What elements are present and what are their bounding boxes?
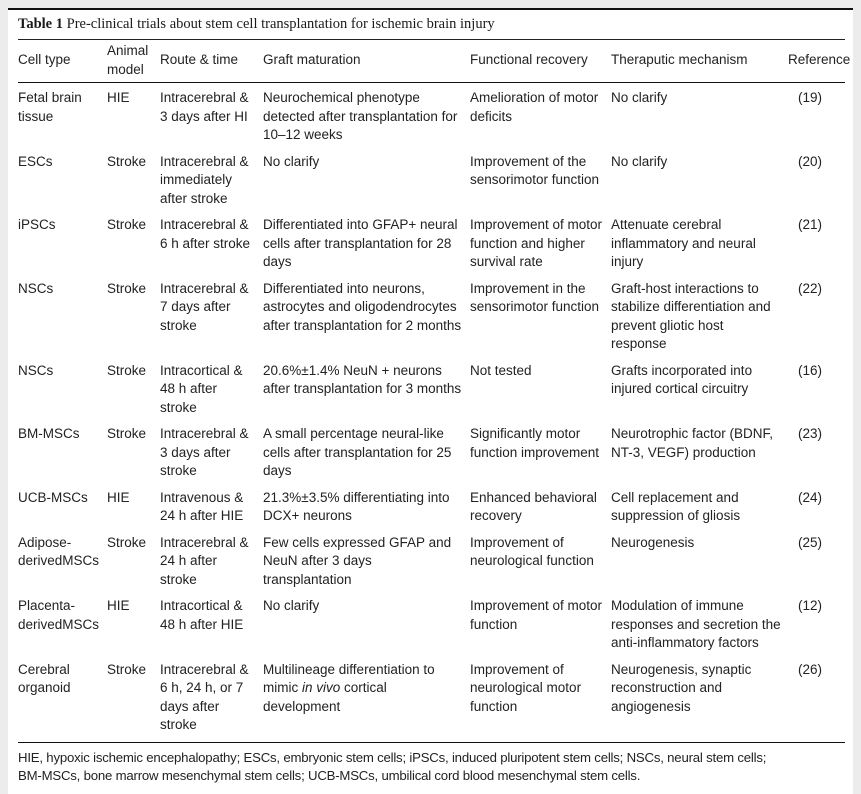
cell-cell-type: Adipose-derivedMSCs	[18, 534, 100, 569]
cell-graft-maturation: A small percentage neural-like cells aft…	[263, 426, 452, 478]
col-header-functional-recovery: Functional recovery	[470, 40, 611, 83]
cell-theraputic-mechanism: Neurotrophic factor (BDNF, NT-3, VEGF) p…	[611, 426, 774, 460]
cell-reference: (25)	[798, 534, 823, 550]
cell-functional-recovery: Improvement of neurological function	[470, 534, 594, 569]
cell-functional-recovery: Improvement in the sensorimotor function	[470, 280, 600, 315]
cell-graft-maturation: Neurochemical phenotype detected after t…	[263, 90, 458, 142]
cell-graft-maturation: No clarify	[263, 153, 320, 169]
header-row: Cell type Animal model Route & time Graf…	[18, 40, 850, 83]
cell-reference: (23)	[798, 426, 823, 441]
cell-animal-model: HIE	[107, 598, 130, 613]
cell-route-time: Intracerebral & 3 days after HI	[160, 90, 249, 124]
table-footnote: HIE, hypoxic ischemic encephalopathy; ES…	[18, 741, 845, 788]
cell-route-time: Intracortical & 48 h after HIE	[160, 598, 244, 632]
cell-reference: (20)	[798, 153, 823, 169]
cell-theraputic-mechanism: No clarify	[611, 153, 668, 169]
cell-theraputic-mechanism: Neurogenesis	[611, 534, 695, 550]
cell-graft-maturation: 21.3%±3.5% differentiating into DCX+ neu…	[263, 489, 450, 524]
table-row: BM-MSCs Stroke Intracerebral & 3 days afte…	[18, 419, 845, 483]
cell-functional-recovery: Improvement of motor function	[470, 598, 603, 632]
table-row: iPSCs Stroke Intracerebral & 6 h after str…	[18, 210, 845, 274]
table-body: Fetal brain tissue HIE Intracerebral & 3 d…	[18, 83, 845, 742]
cell-animal-model: Stroke	[107, 217, 147, 232]
table-row: Adipose-derivedMSCs Stroke Intracerebral &…	[18, 528, 845, 592]
cell-reference: (22)	[798, 280, 823, 296]
paper-table-sheet: Table 1 Pre-clinical trials about stem c…	[8, 8, 853, 794]
cell-route-time: Intracerebral & 7 days after stroke	[160, 280, 249, 333]
cell-route-time: Intracerebral & 6 h, 24 h, or 7 days aft…	[160, 661, 249, 733]
cell-graft-maturation: Multilineage differentiation to mimic in…	[263, 661, 435, 714]
col-header-cell-type: Cell type	[18, 40, 107, 83]
cell-cell-type: NSCs	[18, 362, 54, 378]
cell-animal-model: HIE	[107, 489, 130, 505]
footnote-line-2: BM-MSCs, bone marrow mesenchymal stem ce…	[18, 768, 641, 783]
cell-reference: (21)	[798, 217, 823, 232]
cell-reference: (12)	[798, 598, 823, 613]
cell-theraputic-mechanism: Attenuate cerebral inflammatory and neur…	[611, 217, 756, 269]
col-header-theraputic-mechanism: Theraputic mechanism	[611, 40, 788, 83]
cell-route-time: Intravenous & 24 h after HIE	[160, 489, 244, 524]
cell-animal-model: Stroke	[107, 661, 147, 677]
cell-animal-model: Stroke	[107, 362, 147, 378]
cell-graft-maturation: Few cells expressed GFAP and NeuN after …	[263, 534, 452, 587]
cell-graft-maturation: 20.6%±1.4% NeuN + neurons after transpla…	[263, 362, 462, 397]
cell-theraputic-mechanism: Grafts incorporated into injured cortica…	[611, 362, 753, 397]
col-header-graft-maturation: Graft maturation	[263, 40, 470, 83]
table-row: Placenta-derivedMSCs HIE Intracortical & 4…	[18, 591, 845, 655]
table-title: Pre-clinical trials about stem cell tran…	[63, 16, 495, 32]
col-header-animal-model: Animal model	[107, 40, 160, 83]
cell-theraputic-mechanism: No clarify	[611, 90, 668, 105]
cell-graft-maturation: Differentiated into neurons, astrocytes …	[263, 280, 462, 333]
cell-route-time: Intracerebral & immediately after stroke	[160, 153, 249, 206]
cell-functional-recovery: Enhanced behavioral recovery	[470, 489, 597, 524]
cell-reference: (16)	[798, 362, 823, 378]
cell-theraputic-mechanism: Neurogenesis, synaptic reconstruction an…	[611, 661, 752, 714]
cell-cell-type: ESCs	[18, 153, 53, 169]
cell-functional-recovery: Improvement of motor function and higher…	[470, 217, 603, 269]
cell-animal-model: Stroke	[107, 280, 147, 296]
cell-animal-model: Stroke	[107, 426, 147, 441]
cell-cell-type: iPSCs	[18, 217, 56, 232]
col-header-reference: Reference	[788, 40, 850, 83]
cell-functional-recovery: Improvement of the sensorimotor function	[470, 153, 600, 188]
table-row: UCB-MSCs HIE Intravenous & 24 h after HIE 2…	[18, 483, 845, 528]
cell-cell-type: Fetal brain tissue	[18, 90, 82, 124]
cell-cell-type: Cerebral organoid	[18, 661, 71, 696]
cell-cell-type: Placenta-derivedMSCs	[18, 598, 100, 632]
cell-reference: (26)	[798, 661, 823, 677]
cell-reference: (24)	[798, 489, 823, 505]
cell-animal-model: HIE	[107, 90, 130, 105]
table-number: Table 1	[18, 16, 63, 32]
cell-functional-recovery: Not tested	[470, 362, 532, 378]
table-row: NSCs Stroke Intracortical & 48 h after str…	[18, 356, 845, 420]
cell-theraputic-mechanism: Modulation of immune responses and secre…	[611, 598, 781, 650]
cell-reference: (19)	[798, 90, 823, 105]
cell-route-time: Intracerebral & 6 h after stroke	[160, 217, 251, 251]
cell-theraputic-mechanism: Cell replacement and suppression of glio…	[611, 489, 741, 524]
cell-functional-recovery: Improvement of neurological motor functi…	[470, 661, 582, 714]
cell-graft-maturation: No clarify	[263, 598, 320, 613]
cell-cell-type: BM-MSCs	[18, 426, 80, 441]
table-caption: Table 1 Pre-clinical trials about stem c…	[18, 10, 845, 40]
cell-functional-recovery: Significantly motor function improvement	[470, 426, 600, 460]
table-row: Fetal brain tissue HIE Intracerebral & 3 d…	[18, 83, 845, 147]
table-row: Cerebral organoid Stroke Intracerebral & 6…	[18, 655, 845, 742]
cell-cell-type: NSCs	[18, 280, 54, 296]
footnote-line-1: HIE, hypoxic ischemic encephalopathy; ES…	[18, 749, 767, 765]
data-table: Cell type Animal model Route & time Graf…	[18, 40, 850, 742]
cell-animal-model: Stroke	[107, 534, 147, 550]
cell-route-time: Intracortical & 48 h after stroke	[160, 362, 243, 415]
cell-route-time: Intracerebral & 3 days after stroke	[160, 426, 249, 478]
cell-animal-model: Stroke	[107, 153, 147, 169]
cell-cell-type: UCB-MSCs	[18, 489, 88, 505]
cell-route-time: Intracerebral & 24 h after stroke	[160, 534, 249, 587]
table-row: ESCs Stroke Intracerebral & immediately af…	[18, 147, 845, 211]
cell-functional-recovery: Amelioration of motor deficits	[470, 90, 599, 124]
col-header-route-time: Route & time	[160, 40, 263, 83]
cell-graft-maturation: Differentiated into GFAP+ neural cells a…	[263, 217, 458, 269]
table-row: NSCs Stroke Intracerebral & 7 days after s…	[18, 274, 845, 356]
page: { "caption": { "label": "Table 1", "text…	[0, 8, 861, 794]
cell-theraputic-mechanism: Graft-host interactions to stabilize dif…	[611, 280, 771, 352]
